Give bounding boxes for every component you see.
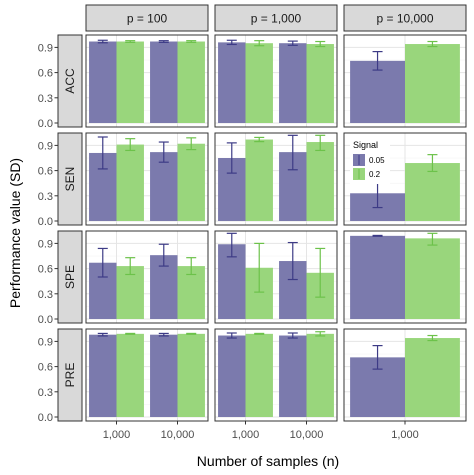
panel-border	[85, 328, 209, 422]
panel-border	[85, 132, 209, 226]
bar	[306, 333, 334, 417]
y-tick-label: 0.0	[38, 314, 53, 326]
bar	[405, 238, 460, 319]
y-tick-label: 0.9	[38, 42, 53, 54]
facet-panel	[343, 230, 467, 324]
x-tick-label: 10,000	[161, 429, 195, 441]
bar	[116, 144, 144, 221]
bar	[89, 334, 117, 417]
y-tick-label: 0.0	[38, 118, 53, 130]
row-strip-label: PRE	[63, 363, 77, 388]
bar	[405, 44, 460, 123]
facet-panel	[85, 230, 209, 324]
row-strip	[57, 230, 83, 324]
row-strip-label: SPE	[63, 265, 77, 289]
y-tick-label: 0.3	[38, 93, 53, 105]
y-tick-label: 0.3	[38, 191, 53, 203]
y-axis-title: Performance value (SD)	[7, 158, 23, 308]
bar	[89, 41, 117, 123]
bar	[245, 139, 273, 221]
bar	[306, 142, 334, 221]
facet-panel	[343, 328, 467, 422]
facet-panel	[343, 132, 467, 226]
panel-border	[214, 34, 338, 128]
y-tick-label: 0.9	[38, 336, 53, 348]
bar	[116, 41, 144, 123]
panel-border	[214, 230, 338, 324]
column-strip-label: p = 100	[127, 12, 168, 26]
x-tick-label: 1,000	[232, 429, 260, 441]
bar	[177, 143, 205, 221]
legend-label: 0.05	[369, 156, 385, 165]
panel-border	[85, 34, 209, 128]
panel-border	[85, 230, 209, 324]
bar	[306, 44, 334, 123]
bar	[405, 338, 460, 417]
x-axis-title: Number of samples (n)	[197, 453, 339, 469]
facet-panel	[85, 328, 209, 422]
y-tick-label: 0.6	[38, 362, 53, 374]
row-strip-label: SEN	[63, 167, 77, 192]
y-tick-label: 0.9	[38, 238, 53, 250]
bar	[150, 152, 178, 221]
column-strip	[214, 4, 338, 32]
bar	[150, 41, 178, 123]
y-tick-label: 0.3	[38, 289, 53, 301]
x-tick-label: 1,000	[103, 429, 131, 441]
column-strip-label: p = 10,000	[376, 12, 433, 26]
x-tick-label: 1,000	[391, 429, 419, 441]
column-strip	[85, 4, 209, 32]
bar	[150, 334, 178, 417]
column-strip	[343, 4, 467, 32]
bar	[350, 60, 405, 123]
legend: Signal 0.05 0.2	[350, 138, 390, 184]
y-tick-label: 0.6	[38, 68, 53, 80]
y-tick-label: 0.9	[38, 140, 53, 152]
facet-panel	[343, 34, 467, 128]
facet-panel	[214, 328, 338, 422]
bar	[177, 41, 205, 123]
facet-panel	[214, 34, 338, 128]
y-tick-label: 0.0	[38, 412, 53, 424]
row-strip	[57, 328, 83, 422]
bar	[177, 333, 205, 417]
panel-border	[343, 132, 467, 226]
legend-title: Signal	[353, 140, 378, 150]
bar	[218, 335, 246, 417]
y-tick-label: 0.3	[38, 387, 53, 399]
facet-panel	[214, 132, 338, 226]
bar	[245, 333, 273, 417]
legend-label: 0.2	[369, 170, 381, 179]
panel-border	[343, 34, 467, 128]
panel-border	[214, 328, 338, 422]
bar	[279, 43, 307, 124]
y-tick-label: 0.6	[38, 264, 53, 276]
y-tick-label: 0.6	[38, 166, 53, 178]
panel-border	[343, 230, 467, 324]
panel-border	[214, 132, 338, 226]
row-strip	[57, 34, 83, 128]
facet-panel	[214, 230, 338, 324]
y-tick-label: 0.0	[38, 216, 53, 228]
bar	[350, 235, 405, 319]
facet-panel	[85, 34, 209, 128]
x-tick-label: 10,000	[290, 429, 324, 441]
bar	[245, 43, 273, 124]
bar	[116, 333, 144, 417]
bar	[405, 163, 460, 221]
row-strip-label: ACC	[63, 68, 77, 94]
bar	[218, 42, 246, 123]
column-strip-label: p = 1,000	[251, 12, 302, 26]
facet-panel	[85, 132, 209, 226]
bar	[279, 335, 307, 417]
row-strip	[57, 132, 83, 226]
